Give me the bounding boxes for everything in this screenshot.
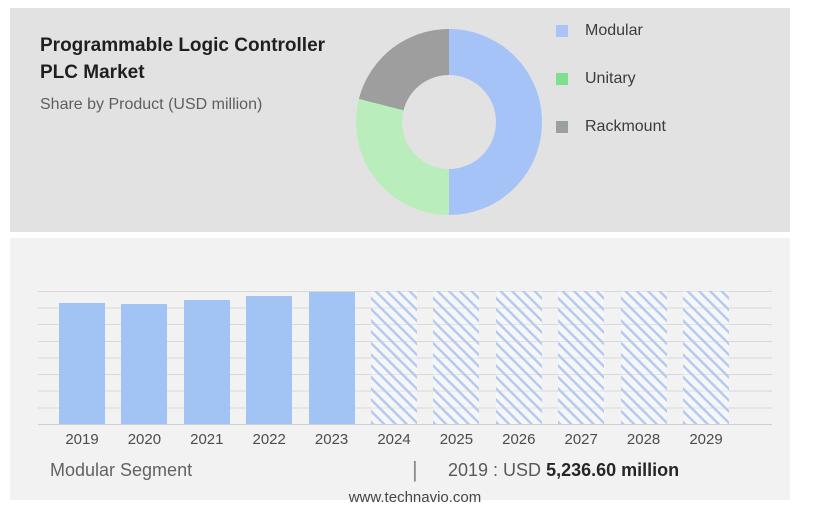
legend-swatch-icon — [556, 25, 568, 37]
legend-item: Rackmount — [556, 118, 666, 136]
x-axis: 2019 2020 2021 2022 2023 2024 2025 2026 2027 2028… — [38, 431, 772, 449]
stat-prefix: 2019 : USD — [448, 460, 542, 480]
website-url: www.technavio.com — [348, 489, 482, 506]
bar-actual-2023 — [308, 292, 355, 424]
x-axis-label-2024: 2024 — [377, 431, 411, 448]
x-axis-label-2021: 2021 — [190, 431, 224, 448]
x-axis-label-2019: 2019 — [65, 431, 99, 448]
legend-label: Rackmount — [585, 118, 666, 135]
x-axis-label-2025: 2025 — [439, 431, 474, 448]
legend-item: Modular — [556, 22, 666, 40]
bar-actual-2019 — [59, 303, 105, 424]
legend-swatch-icon — [556, 73, 568, 85]
bar-chart-panel: 2019 2020 2021 2022 2023 2024 2025 2026 2027 2028… — [10, 238, 790, 500]
segment-label: Modular Segment — [50, 460, 193, 480]
bar-actual-2022 — [246, 296, 293, 424]
footer-divider: | — [412, 457, 418, 482]
legend-item: Unitary — [556, 70, 666, 88]
x-axis-label-2027: 2027 — [564, 431, 598, 448]
bar-forecast-2026 — [495, 291, 542, 424]
x-axis-label-2029: 2029 — [689, 431, 723, 448]
chart-footer: Modular Segment | 2019 : USD 5,236.60 mil… — [10, 457, 790, 485]
donut-legend: Modular Unitary Rackmount — [556, 22, 666, 166]
bar-forecast-2028 — [620, 291, 667, 424]
x-axis-label-2022: 2022 — [252, 431, 286, 448]
bar-forecast-2029 — [683, 291, 729, 424]
page-title-line1: Programmable Logic Controller — [40, 35, 326, 56]
header: Programmable Logic Controller PLC Market… — [40, 32, 360, 115]
stat-value: 5,236.60 million — [546, 460, 680, 480]
bar-actual-2020 — [121, 304, 168, 424]
top-panel: Programmable Logic Controller PLC Market… — [10, 8, 790, 232]
bar-actual-2021 — [183, 300, 230, 424]
legend-label: Unitary — [585, 70, 636, 87]
bar-chart-plot — [38, 291, 772, 425]
stat-text: 2019 : USD 5,236.60 million — [448, 460, 679, 481]
bar-forecast-2025 — [433, 291, 480, 424]
legend-label: Modular — [585, 22, 643, 39]
page-subtitle: Share by Product (USD million) — [40, 96, 263, 113]
bar-forecast-2024 — [371, 291, 417, 424]
x-axis-label-2026: 2026 — [502, 431, 536, 448]
donut-chart — [356, 29, 542, 215]
x-axis-label-2023: 2023 — [314, 431, 349, 448]
page-title-line2: PLC Market — [40, 62, 145, 83]
legend-swatch-icon — [556, 121, 568, 133]
x-axis-label-2028: 2028 — [626, 431, 661, 448]
bar-forecast-2027 — [558, 291, 605, 424]
x-axis-label-2020: 2020 — [127, 431, 162, 448]
